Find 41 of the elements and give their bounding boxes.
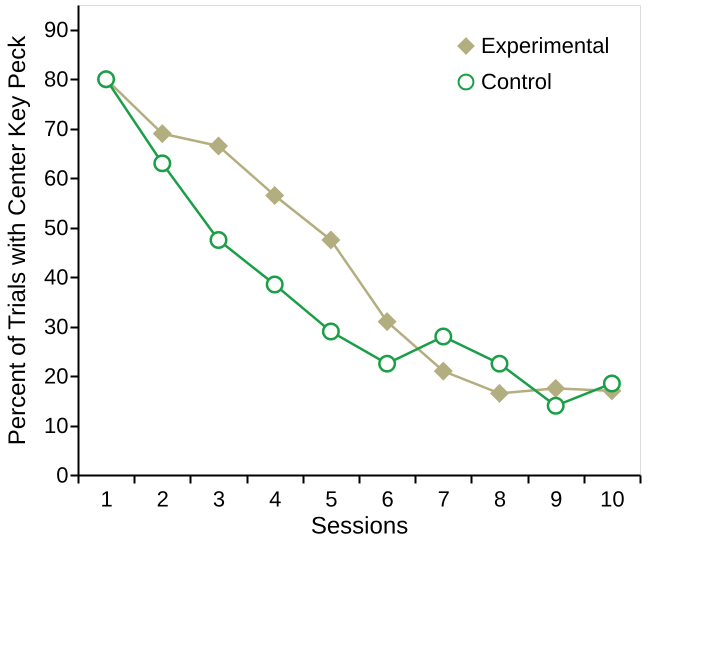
x-tick-label: 8 xyxy=(494,486,506,512)
x-tick-label: 2 xyxy=(156,486,169,512)
point xyxy=(546,396,565,415)
x-tick-label: 3 xyxy=(212,486,226,512)
y-tick-label: 20 xyxy=(44,364,68,389)
x-tick-label: 6 xyxy=(381,486,394,512)
x-tick-label: 1 xyxy=(100,486,113,512)
y-tick-label: 10 xyxy=(44,413,68,438)
y-axis-title: Percent of Trials with Center Key Peck xyxy=(4,34,32,446)
x-tick-label: 7 xyxy=(438,486,450,512)
point xyxy=(602,374,621,392)
y-tick-label: 80 xyxy=(44,66,68,92)
point xyxy=(434,362,452,380)
x-tick-label: 4 xyxy=(269,486,282,512)
point xyxy=(378,312,396,331)
x-tick-label: 10 xyxy=(600,486,625,512)
point xyxy=(378,354,396,373)
point xyxy=(434,327,452,346)
point xyxy=(266,276,284,294)
x-axis-title: Sessions xyxy=(310,512,408,540)
point xyxy=(546,379,565,398)
point xyxy=(322,322,340,341)
y-tick-label: 0 xyxy=(56,462,68,488)
y-tick-label: 30 xyxy=(44,314,68,340)
point xyxy=(322,231,340,249)
y-tick-label: 40 xyxy=(44,264,68,290)
point xyxy=(153,154,172,172)
y-tick-label: 50 xyxy=(44,215,68,240)
x-tick-label: 5 xyxy=(325,486,338,512)
y-tick-label: 60 xyxy=(44,166,68,191)
point xyxy=(490,384,508,402)
y-tick-label: 90 xyxy=(44,17,68,42)
legend-label: Control xyxy=(481,69,552,94)
point xyxy=(153,124,172,143)
point xyxy=(210,231,228,249)
point xyxy=(210,137,228,155)
x-tick-label: 9 xyxy=(550,486,562,512)
y-tick-label: 70 xyxy=(44,116,68,142)
point xyxy=(266,186,284,204)
legend-label: Experimental xyxy=(481,33,610,58)
point xyxy=(490,354,508,373)
